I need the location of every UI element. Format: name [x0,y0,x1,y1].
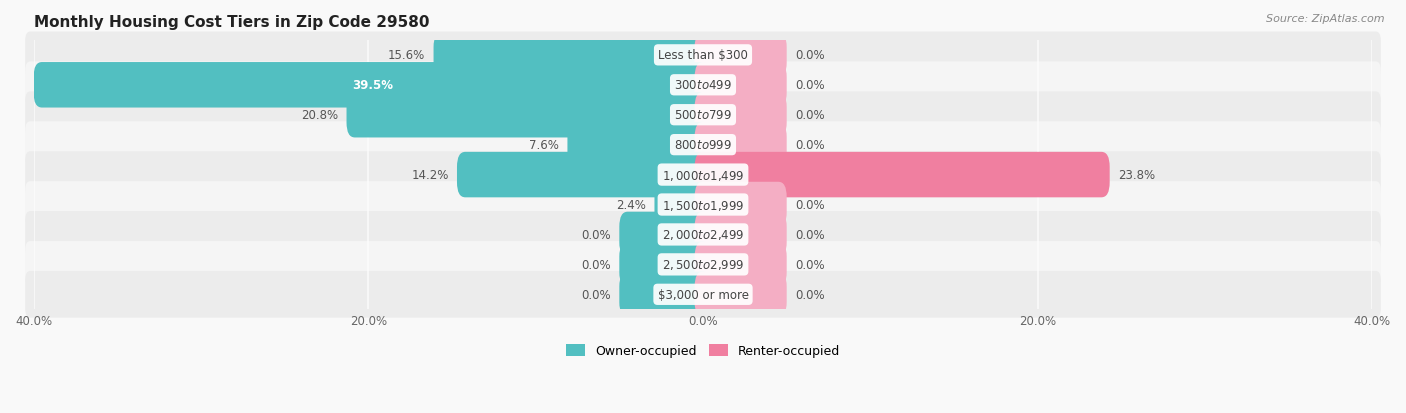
FancyBboxPatch shape [25,122,1381,169]
Text: 0.0%: 0.0% [794,288,825,301]
FancyBboxPatch shape [619,212,711,258]
FancyBboxPatch shape [695,182,787,228]
FancyBboxPatch shape [34,63,711,108]
Text: $300 to $499: $300 to $499 [673,79,733,92]
Text: 0.0%: 0.0% [794,79,825,92]
Text: 0.0%: 0.0% [581,288,612,301]
FancyBboxPatch shape [457,152,711,198]
Text: 14.2%: 14.2% [411,169,449,182]
FancyBboxPatch shape [695,272,787,317]
FancyBboxPatch shape [695,123,787,168]
FancyBboxPatch shape [619,272,711,317]
Text: 0.0%: 0.0% [794,228,825,241]
Text: 0.0%: 0.0% [794,139,825,152]
FancyBboxPatch shape [25,211,1381,258]
FancyBboxPatch shape [695,63,787,108]
Text: $3,000 or more: $3,000 or more [658,288,748,301]
Text: 0.0%: 0.0% [794,199,825,211]
Text: 0.0%: 0.0% [581,228,612,241]
Text: 39.5%: 39.5% [352,79,392,92]
FancyBboxPatch shape [695,33,787,78]
Text: 2.4%: 2.4% [616,199,647,211]
Text: 0.0%: 0.0% [794,258,825,271]
Text: $1,500 to $1,999: $1,500 to $1,999 [662,198,744,212]
Text: $500 to $799: $500 to $799 [673,109,733,122]
FancyBboxPatch shape [619,242,711,287]
FancyBboxPatch shape [568,123,711,168]
FancyBboxPatch shape [346,93,711,138]
Text: 23.8%: 23.8% [1118,169,1156,182]
Text: Monthly Housing Cost Tiers in Zip Code 29580: Monthly Housing Cost Tiers in Zip Code 2… [34,15,429,30]
FancyBboxPatch shape [695,242,787,287]
Text: 0.0%: 0.0% [581,258,612,271]
Text: $1,000 to $1,499: $1,000 to $1,499 [662,168,744,182]
FancyBboxPatch shape [695,212,787,258]
FancyBboxPatch shape [25,242,1381,288]
Text: 15.6%: 15.6% [388,49,425,62]
FancyBboxPatch shape [25,92,1381,139]
Text: $2,000 to $2,499: $2,000 to $2,499 [662,228,744,242]
FancyBboxPatch shape [433,33,711,78]
FancyBboxPatch shape [654,182,711,228]
Text: 0.0%: 0.0% [794,49,825,62]
FancyBboxPatch shape [25,33,1381,79]
FancyBboxPatch shape [695,152,1109,198]
FancyBboxPatch shape [25,152,1381,199]
FancyBboxPatch shape [25,62,1381,109]
Legend: Owner-occupied, Renter-occupied: Owner-occupied, Renter-occupied [561,339,845,363]
Text: 7.6%: 7.6% [529,139,560,152]
Text: Source: ZipAtlas.com: Source: ZipAtlas.com [1267,14,1385,24]
FancyBboxPatch shape [25,271,1381,318]
FancyBboxPatch shape [25,182,1381,228]
Text: $2,500 to $2,999: $2,500 to $2,999 [662,258,744,272]
Text: 20.8%: 20.8% [301,109,339,122]
FancyBboxPatch shape [695,93,787,138]
Text: Less than $300: Less than $300 [658,49,748,62]
Text: 0.0%: 0.0% [794,109,825,122]
Text: $800 to $999: $800 to $999 [673,139,733,152]
